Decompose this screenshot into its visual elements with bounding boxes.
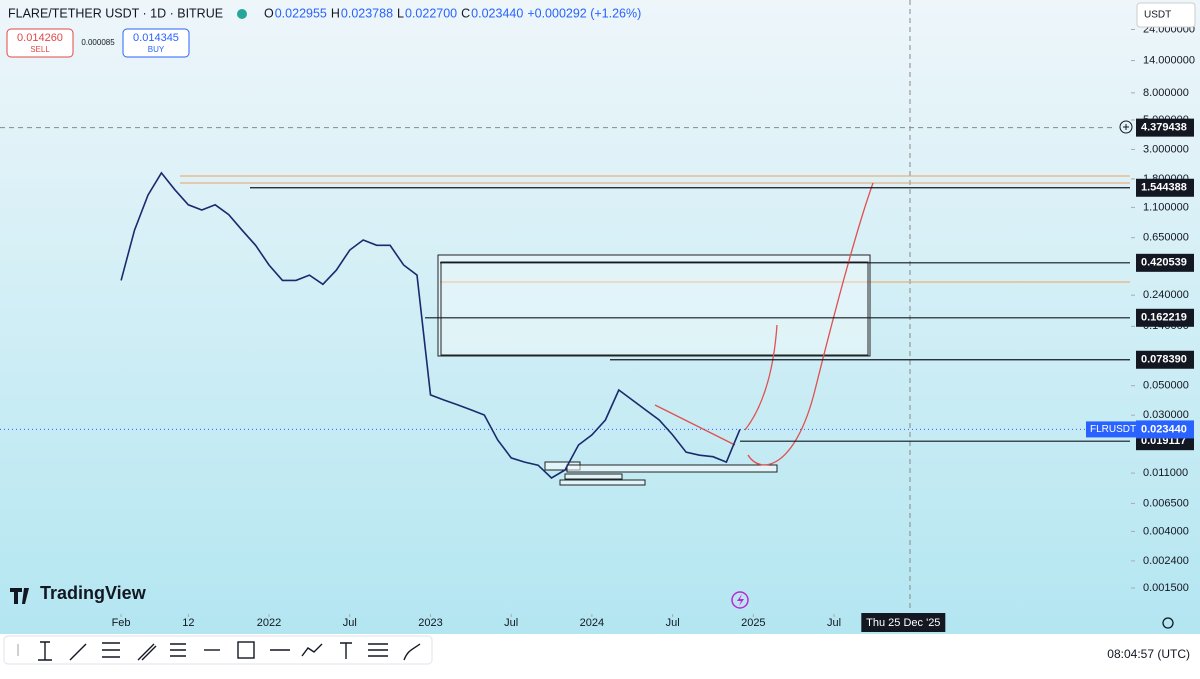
- ohlc: O 0.022955 H 0.023788 L 0.022700 C 0.023440 +0.0…: [264, 6, 641, 20]
- level-label: 0.162219: [1141, 312, 1187, 324]
- tool-channel[interactable]: [137, 643, 157, 661]
- y-tick-label: 0.030000: [1143, 409, 1189, 421]
- tool-grid[interactable]: [170, 643, 186, 657]
- events-icon[interactable]: [731, 591, 749, 609]
- symbol-tag: FLRUSDT: [1090, 424, 1136, 435]
- drawings: [180, 0, 1130, 610]
- x-tick-label: Jul: [343, 617, 357, 629]
- y-tick-label: 0.050000: [1143, 380, 1189, 392]
- events-bolt: [737, 594, 744, 606]
- tool-text[interactable]: [340, 642, 352, 659]
- currency[interactable]: USDT: [1144, 10, 1171, 21]
- y-tick-label: 0.240000: [1143, 289, 1189, 301]
- support-box: [559, 479, 646, 486]
- level-label: 1.544388: [1141, 182, 1187, 194]
- y-tick-label: 3.000000: [1143, 143, 1189, 155]
- y-tick-label: 8.000000: [1143, 87, 1189, 99]
- last-price-box: [1136, 420, 1194, 439]
- ohlc-value: 0.022955: [275, 6, 327, 20]
- level-label-box: [1136, 308, 1194, 327]
- x-tick-label: 2024: [580, 617, 604, 629]
- y-tick-label: 0.650000: [1143, 232, 1189, 244]
- projection-curve: [747, 182, 874, 466]
- crosshair-plus-icon: [1123, 124, 1129, 130]
- x-tick-label: 2023: [418, 617, 442, 629]
- y-tick-label: 0.011000: [1143, 467, 1188, 479]
- tool-fib[interactable]: [102, 642, 120, 658]
- crosshair-date-box: [861, 613, 946, 632]
- ohlc-key: H: [331, 6, 340, 20]
- y-tick-label: 0.001500: [1143, 582, 1189, 594]
- tool-cursor[interactable]: [38, 641, 52, 661]
- spread: 0.000085: [81, 38, 115, 47]
- last-price: 0.023440: [1141, 423, 1187, 435]
- clock: 08:04:57 (UTC): [1107, 647, 1190, 661]
- tool-path[interactable]: [301, 643, 323, 657]
- plot: 24.00000014.0000008.0000005.0000003.0000…: [0, 23, 1195, 632]
- symbol: FLARE/TETHER USDT · 1D · BITRUE: [8, 6, 223, 20]
- level-label: 0.420539: [1141, 257, 1187, 269]
- ohlc-key: C: [461, 6, 470, 20]
- y-tick-label: 0.002400: [1143, 555, 1189, 567]
- buy-button[interactable]: [122, 28, 190, 58]
- projection-curve: [744, 324, 778, 431]
- y-tick-label: 1.100000: [1143, 201, 1189, 213]
- x-tick-label: Jul: [827, 617, 841, 629]
- x-tick-label: Jul: [504, 617, 518, 629]
- crosshair-date: Thu 25 Dec '25: [866, 617, 940, 629]
- sell-button[interactable]: [6, 28, 74, 58]
- x-tick-label: Feb: [112, 617, 131, 629]
- ohlc-key: O: [264, 6, 274, 20]
- buy-price[interactable]: 0.014345: [133, 32, 179, 44]
- market-status: [237, 9, 247, 19]
- ohlc-key: L: [397, 6, 404, 20]
- support-box: [564, 473, 623, 480]
- logo: TradingView: [40, 583, 147, 603]
- trend-line: [654, 404, 736, 446]
- crosshair-plus[interactable]: [1119, 120, 1133, 134]
- ohlc-value: 0.022700: [405, 6, 457, 20]
- x-tick-label: 12: [182, 617, 194, 629]
- currency-dropdown[interactable]: [1136, 2, 1196, 28]
- tool-rectangle[interactable]: [237, 641, 255, 659]
- level-label-box: [1136, 350, 1194, 369]
- x-tick-label: 2025: [741, 617, 765, 629]
- settings-icon[interactable]: [1162, 617, 1174, 629]
- level-label: 0.078390: [1141, 354, 1187, 366]
- x-tick-label: 2022: [257, 617, 281, 629]
- price-line: [120, 171, 741, 479]
- support-box: [566, 464, 778, 473]
- crosshair-label: 4.379438: [1141, 122, 1187, 134]
- y-tick-label: 0.004000: [1143, 525, 1189, 537]
- ohlc-value: 0.023440: [471, 6, 523, 20]
- chart-background: [0, 0, 1200, 634]
- zone-box: [437, 254, 871, 357]
- level-label-box: [1136, 253, 1194, 272]
- sell-price[interactable]: 0.014260: [17, 32, 63, 44]
- zone-box-inner: [440, 261, 869, 356]
- x-tick-label: Jul: [666, 617, 680, 629]
- logo-mark: [10, 588, 29, 604]
- y-tick-label: 14.000000: [1143, 54, 1195, 66]
- tool-trendline[interactable]: [69, 643, 87, 661]
- buy-label[interactable]: BUY: [148, 45, 165, 54]
- tool-pattern[interactable]: [368, 643, 388, 657]
- crosshair-label-box: [1136, 118, 1194, 137]
- ohlc-value: 0.023788: [341, 6, 393, 20]
- tool-brush[interactable]: [403, 643, 421, 661]
- y-tick-label: 24.000000: [1143, 23, 1195, 35]
- level-label-box: [1136, 178, 1194, 197]
- symbol-tag-box: [1086, 421, 1136, 438]
- sell-label[interactable]: SELL: [30, 45, 50, 54]
- ohlc-change: +0.000292 (+1.26%): [527, 6, 641, 20]
- y-tick-label: 0.006500: [1143, 497, 1189, 509]
